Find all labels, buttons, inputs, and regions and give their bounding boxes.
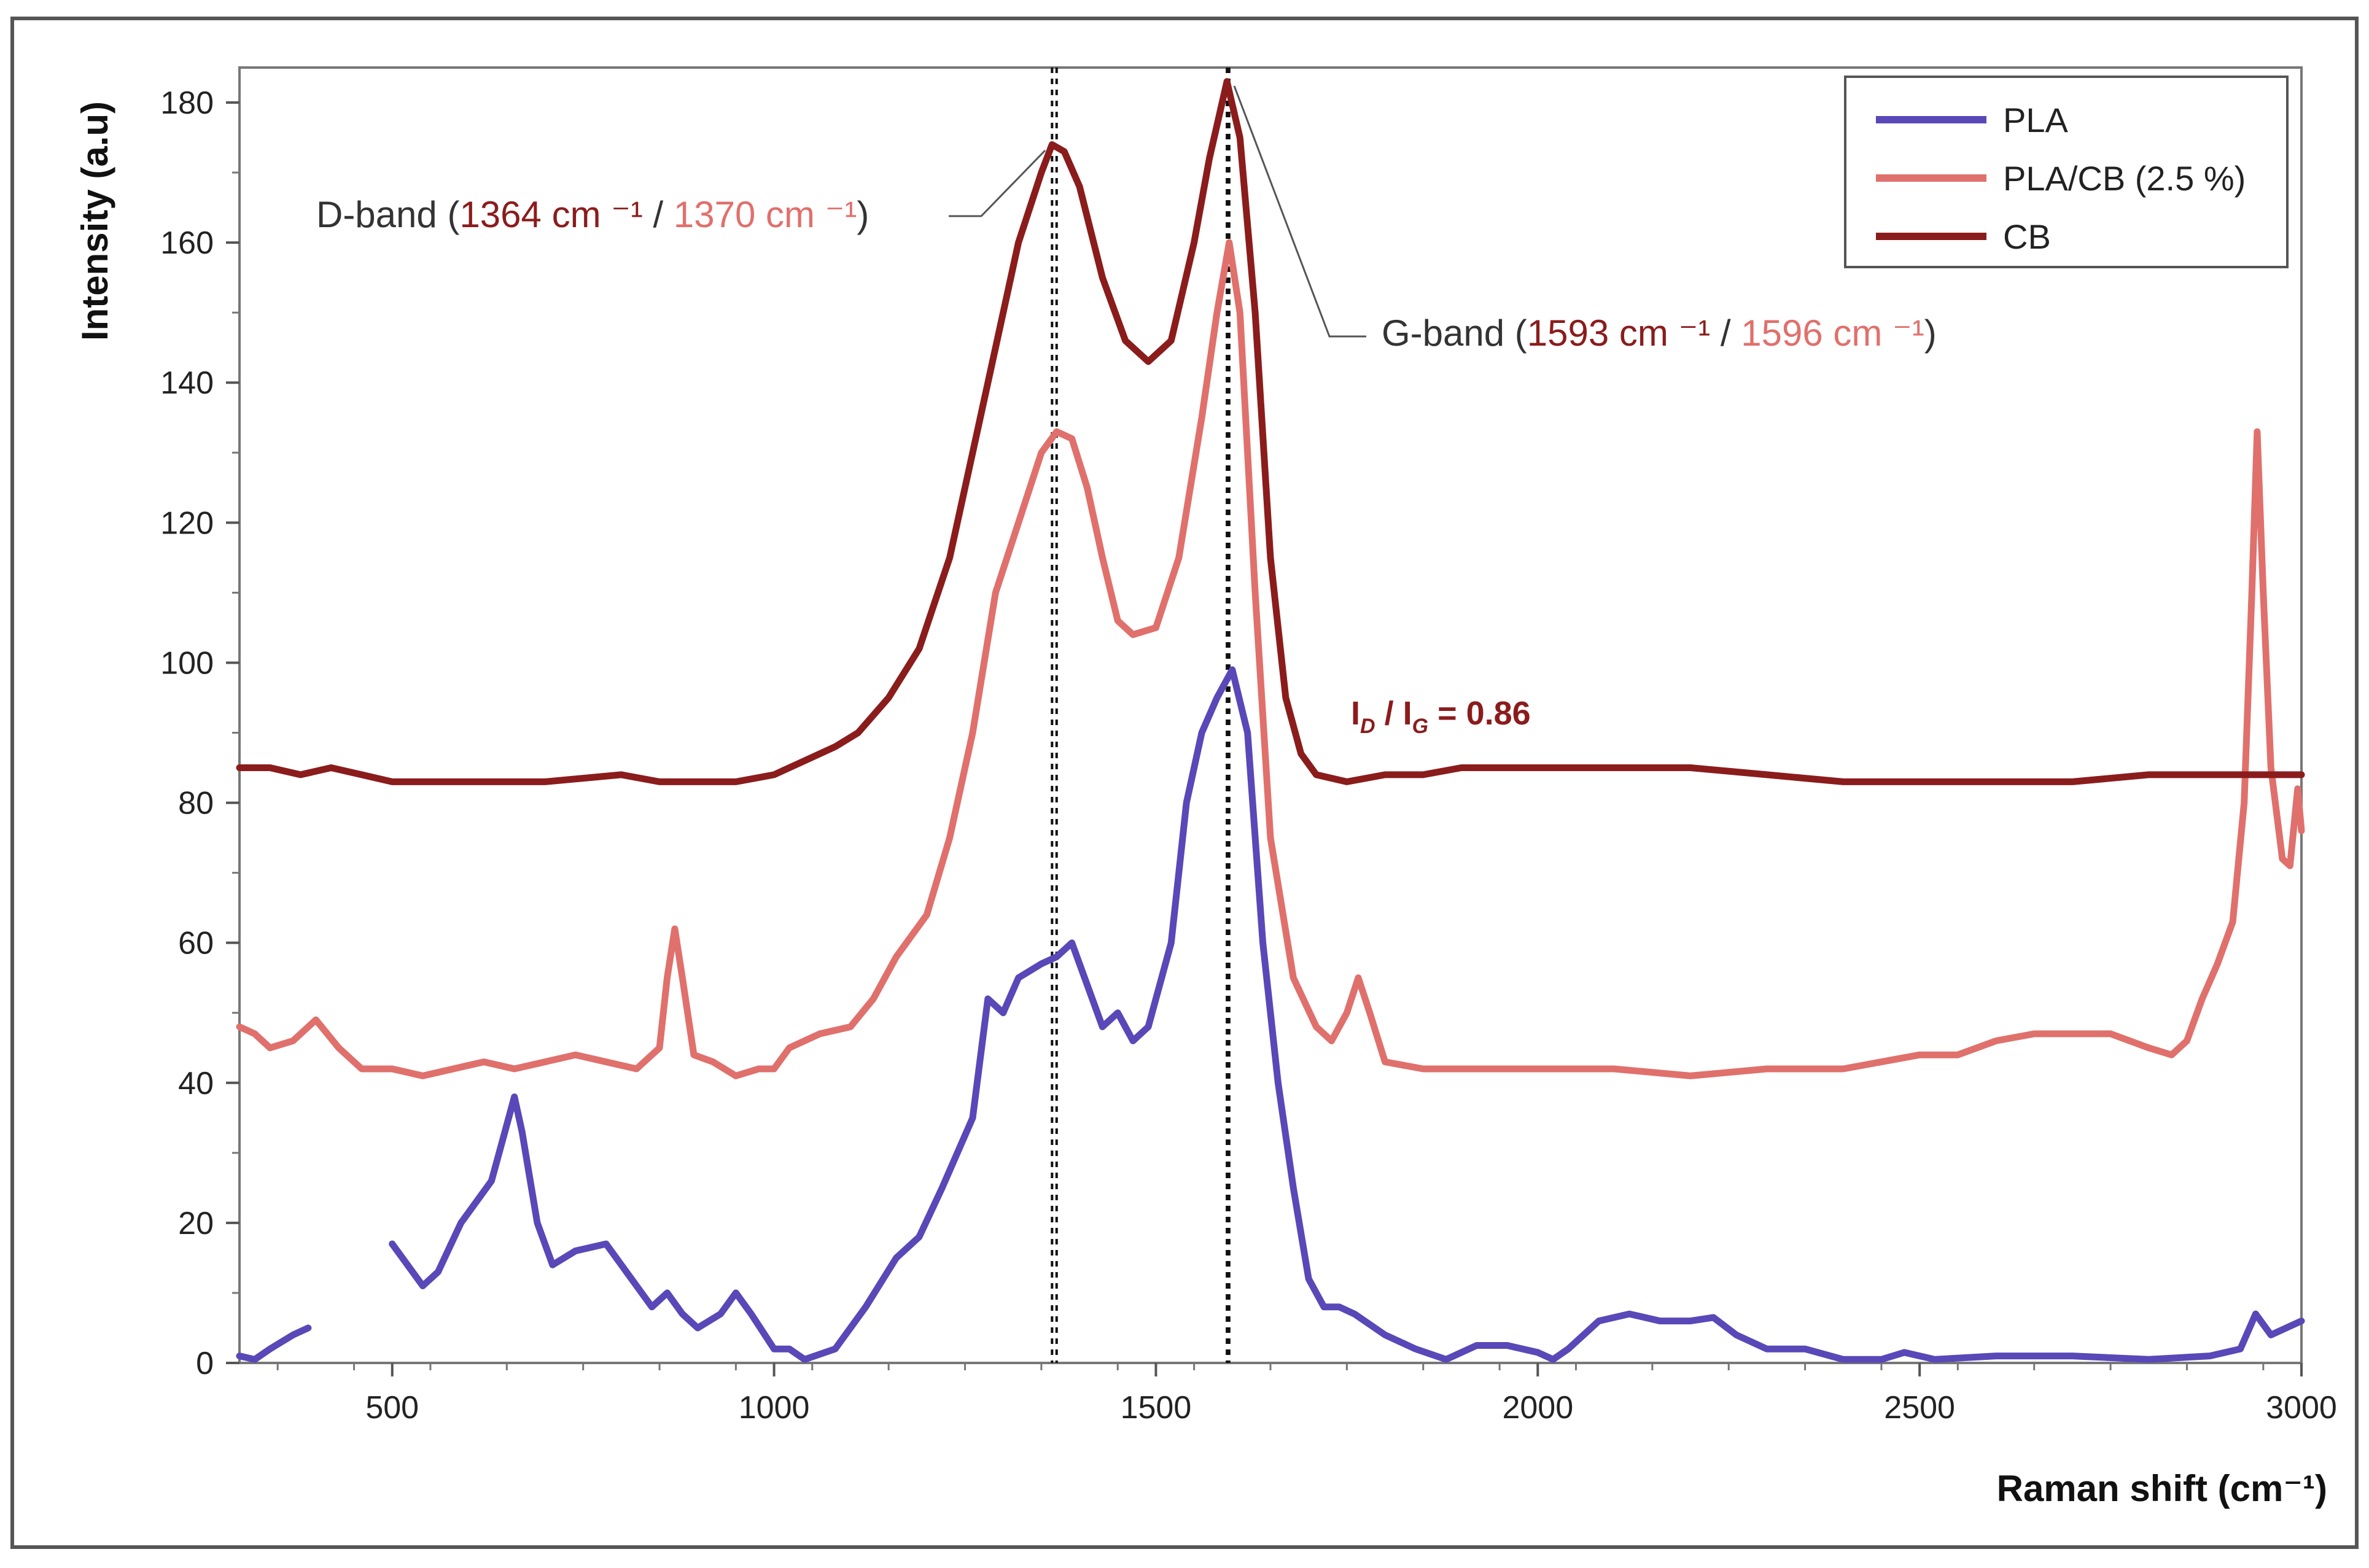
ratio-i-d: I: [1351, 695, 1360, 732]
x-tick-label-2000: 2000: [1502, 1390, 1573, 1426]
y-tick-label-100: 100: [160, 645, 214, 681]
ratio-i-g: I: [1403, 695, 1412, 732]
y-tick-label-80: 80: [178, 786, 214, 821]
d-band-annotation: D-band (1364 cm ⁻¹ / 1370 cm ⁻¹): [316, 194, 869, 235]
y-tick-label-120: 120: [160, 505, 214, 541]
legend-label-cb: CB: [2003, 217, 2051, 256]
ratio-sub-g: G: [1412, 715, 1428, 738]
legend-label-placb: PLA/CB (2.5 %): [2003, 159, 2246, 198]
g-band-leader-line: [1233, 85, 1366, 338]
x-tick-label-3000: 3000: [2266, 1390, 2337, 1426]
legend: PLA PLA/CB (2.5 %) CB: [1844, 76, 2289, 268]
d-band-leader-line: [949, 149, 1046, 217]
y-axis-title: Intensity (a.u): [74, 101, 115, 341]
series-line-pla-segment-1: [389, 666, 2305, 1363]
ratio-sub-d: D: [1360, 715, 1375, 738]
series-line-pla-cb-2-5-segment-0: [236, 239, 2305, 1079]
g-band-separator: /: [1710, 312, 1741, 354]
series-lines: [236, 78, 2305, 1363]
x-tick-label-500: 500: [365, 1390, 419, 1426]
g-band-annotation: G-band (1593 cm ⁻¹ / 1596 cm ⁻¹): [1382, 312, 1937, 354]
g-band-prefix: G-band (: [1382, 312, 1527, 354]
g-band-value-placb: 1596 cm ⁻¹: [1741, 312, 1924, 354]
d-band-prefix: D-band (: [316, 194, 459, 235]
ratio-value: = 0.86: [1428, 695, 1531, 732]
g-band-value-cb: 1593 cm ⁻¹: [1527, 312, 1710, 354]
d-band-value-cb: 1364 cm ⁻¹: [459, 194, 642, 235]
g-band-suffix: ): [1924, 312, 1937, 354]
d-band-suffix: ): [857, 194, 869, 235]
x-tick-label-2500: 2500: [1884, 1390, 1955, 1426]
y-tick-label-20: 20: [178, 1206, 214, 1241]
y-tick-label-180: 180: [160, 85, 214, 121]
y-tick-label-160: 160: [160, 225, 214, 261]
series-line-cb-segment-0: [236, 78, 2305, 785]
axis-ticks: 0 20 40 60 80 100 120 140 160 180 500 1000 1500 2000 2…: [160, 85, 2337, 1426]
x-tick-label-1500: 1500: [1121, 1390, 1192, 1426]
ratio-slash: /: [1375, 695, 1403, 732]
y-tick-label-60: 60: [178, 926, 214, 961]
d-band-separator: /: [643, 194, 674, 235]
legend-label-pla: PLA: [2003, 101, 2068, 139]
y-tick-label-140: 140: [160, 365, 214, 401]
y-tick-label-0: 0: [196, 1346, 214, 1381]
x-axis-title: Raman shift (cm⁻¹): [1997, 1468, 2327, 1509]
series-line-pla-segment-0: [236, 1324, 312, 1363]
d-band-value-placb: 1370 cm ⁻¹: [674, 194, 857, 235]
id-ig-ratio: ID / IG = 0.86: [1351, 695, 1531, 738]
x-tick-label-1000: 1000: [739, 1390, 810, 1426]
y-tick-label-40: 40: [178, 1066, 214, 1101]
